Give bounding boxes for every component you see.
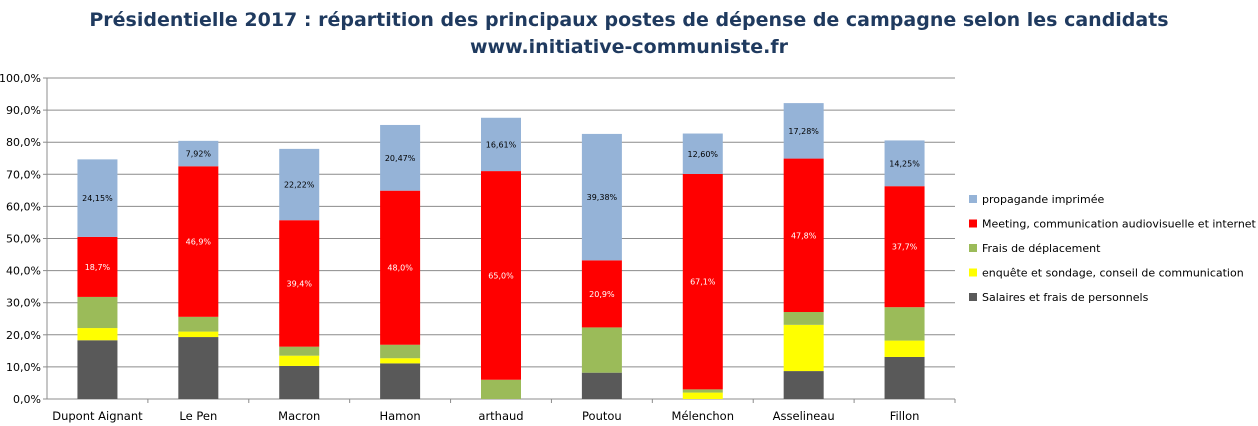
- bar-segment: [380, 190, 421, 345]
- y-tick-label: 60,0%: [6, 200, 41, 213]
- data-label: 16,61%: [486, 140, 517, 149]
- legend-label: enquête et sondage, conseil de communica…: [982, 267, 1244, 280]
- bar-segment: [682, 389, 723, 393]
- bar-segment: [380, 358, 421, 364]
- bar-segment: [581, 133, 622, 261]
- bar-segment: [581, 260, 622, 328]
- data-label: 37,7%: [892, 243, 918, 252]
- bar-segment: [279, 365, 320, 399]
- bar-segment: [581, 327, 622, 373]
- bar-segment: [884, 340, 925, 357]
- category-label: Dupont Aignant: [52, 409, 143, 423]
- bar-segment: [682, 133, 723, 174]
- bar-segment: [279, 346, 320, 356]
- data-label: 39,4%: [287, 279, 313, 288]
- bar-segment: [77, 159, 118, 237]
- data-label: 39,38%: [587, 193, 618, 202]
- bar-segment: [279, 220, 320, 347]
- bar-segment: [481, 117, 521, 172]
- bar-segment: [178, 331, 219, 338]
- data-label: 7,92%: [186, 150, 212, 159]
- bar-segment: [481, 379, 521, 399]
- category-label: Macron: [278, 409, 320, 423]
- category-label: Hamon: [379, 409, 420, 423]
- bar-segment: [682, 173, 723, 390]
- bar-segment: [178, 140, 219, 167]
- data-label: 65,0%: [488, 271, 514, 280]
- legend-swatch: [969, 293, 977, 301]
- bar-segment: [783, 103, 824, 159]
- legend-swatch: [969, 244, 977, 252]
- data-label: 46,9%: [186, 238, 212, 247]
- legend-label: Frais de déplacement: [982, 242, 1101, 255]
- y-tick-label: 20,0%: [6, 329, 41, 342]
- bar-segment: [178, 316, 219, 332]
- data-label: 67,1%: [690, 278, 716, 287]
- chart-title: Présidentielle 2017 : répartition des pr…: [89, 9, 1169, 31]
- bar-segment: [178, 166, 219, 317]
- y-tick-label: 100,0%: [0, 72, 41, 85]
- data-label: 18,7%: [85, 263, 111, 272]
- bar-segment: [178, 337, 219, 399]
- data-label: 20,9%: [589, 290, 615, 299]
- data-label: 14,25%: [889, 159, 920, 168]
- bar-segment: [380, 344, 421, 359]
- category-label: Mélenchon: [672, 409, 735, 423]
- data-label: 22,22%: [284, 181, 315, 190]
- legend-label: Salaires et frais de personnels: [982, 291, 1149, 304]
- legend-swatch: [969, 195, 977, 203]
- data-label: 47,8%: [791, 231, 817, 240]
- bar-segment: [783, 371, 824, 399]
- legend-label: Meeting, communication audiovisuelle et …: [982, 218, 1257, 231]
- y-tick-label: 40,0%: [6, 265, 41, 278]
- legend-label: propagande imprimée: [982, 193, 1104, 206]
- category-label: Asselineau: [773, 409, 835, 423]
- bar-segment: [682, 392, 723, 399]
- bar-segment: [783, 158, 824, 313]
- bar-segment: [77, 340, 118, 399]
- y-tick-label: 0,0%: [13, 393, 41, 406]
- data-label: 17,28%: [788, 127, 819, 136]
- y-tick-label: 70,0%: [6, 168, 41, 181]
- category-label: Fillon: [890, 409, 920, 423]
- y-tick-label: 10,0%: [6, 361, 41, 374]
- y-tick-label: 80,0%: [6, 136, 41, 149]
- bar-segment: [279, 355, 320, 366]
- category-label: Le Pen: [179, 409, 217, 423]
- y-tick-label: 50,0%: [6, 233, 41, 246]
- chart-subtitle: www.initiative-communiste.fr: [470, 36, 788, 58]
- data-label: 48,0%: [387, 264, 413, 273]
- y-tick-label: 90,0%: [6, 104, 41, 117]
- bar-segment: [77, 328, 118, 341]
- legend-swatch: [969, 219, 977, 228]
- data-label: 20,47%: [385, 154, 416, 163]
- bar-segment: [77, 296, 118, 329]
- category-label: arthaud: [478, 409, 523, 423]
- bar-segment: [884, 356, 925, 399]
- bar-segment: [783, 312, 824, 325]
- bar-segment: [783, 324, 824, 372]
- data-label: 12,60%: [688, 150, 719, 159]
- category-label: Poutou: [582, 409, 622, 423]
- bar-segment: [884, 307, 925, 341]
- y-tick-label: 30,0%: [6, 297, 41, 310]
- bar-segment: [380, 124, 421, 191]
- bar-segment: [77, 236, 118, 297]
- bar-segment: [884, 140, 925, 187]
- bar-segment: [380, 363, 421, 399]
- data-label: 24,15%: [82, 194, 113, 203]
- legend-swatch: [969, 268, 977, 277]
- bar-segment: [481, 171, 521, 380]
- bar-segment: [279, 148, 320, 221]
- bar-segment: [884, 186, 925, 308]
- bar-segment: [581, 372, 622, 399]
